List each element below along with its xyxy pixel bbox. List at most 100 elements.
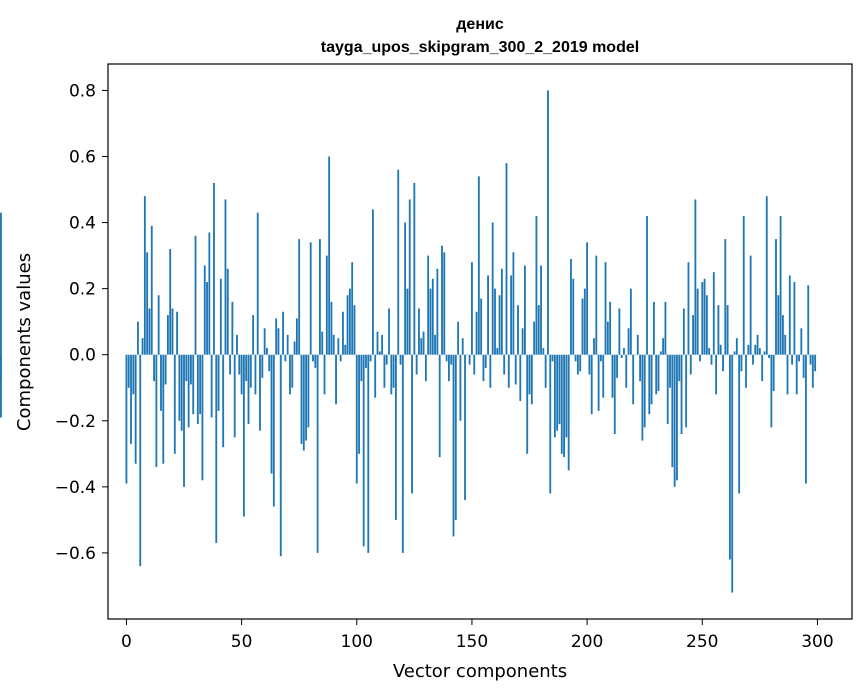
- bar-undefined: [0, 354, 2, 378]
- bar-164: [503, 354, 506, 375]
- bar-254: [710, 354, 713, 365]
- bar-217: [625, 354, 628, 388]
- bar-26: [185, 354, 188, 382]
- bar-286: [784, 334, 787, 355]
- chart-subtitle: tayga_upos_skipgram_300_2_2019 model: [321, 39, 639, 56]
- bar-250: [701, 282, 704, 355]
- bar-259: [722, 354, 724, 372]
- bar-138: [443, 252, 446, 355]
- x-tick-label: 250: [686, 632, 718, 652]
- bar-154: [480, 298, 483, 355]
- bar-184: [549, 354, 552, 494]
- bar-198: [581, 298, 584, 355]
- bar-139: [445, 354, 448, 362]
- bar-20: [171, 308, 174, 355]
- bar-249: [699, 354, 701, 362]
- bar-265: [735, 338, 738, 355]
- x-axis-label: Vector components: [393, 661, 567, 682]
- bar-76: [300, 354, 303, 444]
- bar-247: [694, 199, 697, 355]
- bar-88: [328, 156, 331, 355]
- bar-168: [512, 252, 515, 355]
- x-tick-label: 50: [231, 632, 253, 652]
- bar-97: [348, 288, 351, 355]
- bar-279: [768, 354, 770, 359]
- bar-234: [664, 301, 667, 355]
- bar-124: [411, 354, 413, 494]
- bar-226: [646, 215, 648, 355]
- bar-239: [676, 354, 678, 481]
- bar-21: [173, 354, 176, 454]
- bar-232: [659, 351, 662, 355]
- bar-133: [431, 278, 434, 355]
- bar-127: [418, 308, 420, 355]
- bar-277: [763, 351, 766, 355]
- bar-130: [424, 354, 427, 382]
- bar-206: [600, 354, 602, 362]
- bar-256: [715, 354, 718, 395]
- bar-41: [219, 278, 222, 355]
- bar-74: [295, 318, 298, 355]
- bar-46: [231, 301, 234, 355]
- bar-134: [434, 334, 436, 355]
- bar-281: [772, 354, 775, 392]
- bar-104: [365, 354, 367, 368]
- bar-140: [447, 354, 450, 382]
- bar-142: [452, 354, 455, 537]
- bar-13: [155, 354, 158, 468]
- bar-107: [371, 209, 374, 355]
- bar-152: [475, 311, 478, 355]
- bar-214: [618, 308, 621, 355]
- bar-199: [583, 288, 586, 355]
- bar-272: [752, 354, 754, 365]
- bar-288: [788, 275, 791, 355]
- bar-143: [454, 354, 457, 520]
- bars-group: [0, 90, 817, 593]
- bar-287: [786, 354, 789, 395]
- y-tick-label: 0.2: [69, 280, 96, 300]
- bar-14: [157, 295, 160, 355]
- bar-216: [623, 348, 625, 355]
- bar-255: [712, 272, 715, 355]
- bar-150: [471, 262, 473, 355]
- bar-33: [201, 354, 204, 481]
- bar-90: [332, 334, 335, 355]
- bar-227: [648, 354, 651, 415]
- bar-246: [692, 315, 694, 355]
- bar-4: [134, 354, 137, 464]
- bar-156: [484, 354, 487, 368]
- bar-195: [574, 354, 577, 362]
- bar-204: [595, 255, 598, 355]
- bar-155: [482, 354, 485, 382]
- bar-263: [731, 354, 734, 593]
- bar-131: [427, 255, 430, 355]
- bar-75: [298, 239, 301, 355]
- bar-289: [791, 354, 794, 365]
- bar-209: [606, 321, 609, 355]
- bar-229: [652, 301, 655, 355]
- x-tick-label: 100: [341, 632, 373, 652]
- bar-78: [305, 354, 308, 441]
- bar-37: [210, 354, 213, 418]
- y-tick-label: −0.4: [55, 478, 96, 498]
- bar-233: [662, 338, 665, 355]
- bar-157: [487, 275, 489, 355]
- bar-100: [355, 354, 358, 484]
- bar-213: [616, 354, 618, 378]
- bar-177: [533, 321, 536, 355]
- bar-24: [180, 354, 183, 431]
- bar-7: [141, 338, 144, 355]
- bar-95: [344, 344, 347, 355]
- bar-25: [183, 354, 185, 487]
- chart-title: денис: [456, 16, 504, 33]
- bar-49: [238, 354, 241, 375]
- bar-215: [620, 354, 623, 359]
- bar-15: [160, 354, 162, 411]
- bar-200: [586, 242, 589, 355]
- bar-16: [162, 354, 165, 464]
- bar-296: [807, 285, 810, 355]
- bar-275: [758, 348, 761, 355]
- bar-27: [187, 354, 190, 428]
- bar-170: [517, 305, 519, 355]
- bar-283: [777, 295, 780, 355]
